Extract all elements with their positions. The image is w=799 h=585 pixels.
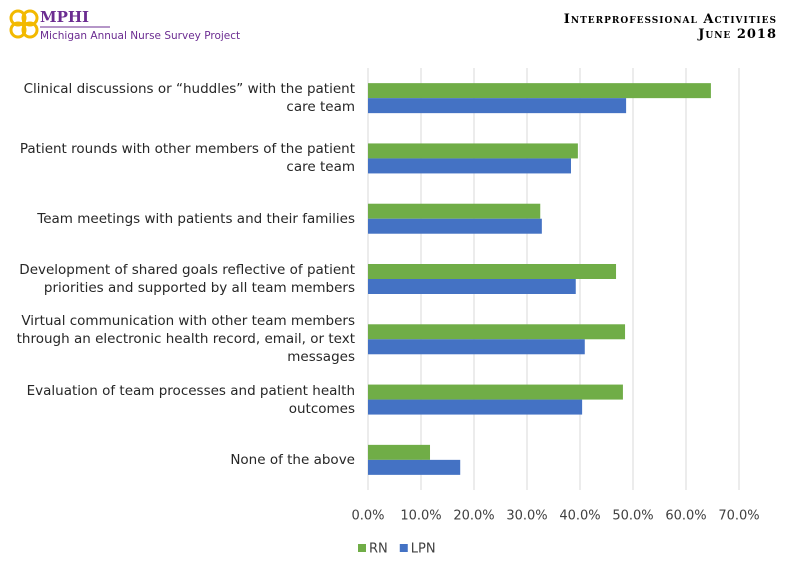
category-label: Clinical discussions or “huddles” with t… xyxy=(23,81,355,116)
bar xyxy=(368,264,617,279)
legend-label: RN xyxy=(369,542,388,557)
x-tick-label: 70.0% xyxy=(718,509,759,524)
logo-text: MPHI xyxy=(40,8,89,26)
x-tick-label: 60.0% xyxy=(665,509,706,524)
bar xyxy=(368,324,626,340)
project-name: Michigan Annual Nurse Survey Project xyxy=(40,30,240,42)
category-label: Patient rounds with other members of the… xyxy=(19,141,355,176)
bar xyxy=(368,143,578,159)
category-label: Team meetings with patients and their fa… xyxy=(37,210,355,227)
bar xyxy=(368,203,541,219)
bar xyxy=(368,384,623,400)
legend-swatch xyxy=(399,544,408,552)
x-tick-label: 10.0% xyxy=(400,509,441,524)
x-tick-label: 50.0% xyxy=(612,509,653,524)
legend-label: LPN xyxy=(411,542,436,557)
bar xyxy=(368,279,576,294)
bar xyxy=(368,83,711,99)
bar xyxy=(368,98,627,114)
bar xyxy=(368,399,583,415)
x-tick-label: 40.0% xyxy=(559,509,600,524)
x-tick-label: 20.0% xyxy=(453,509,494,524)
title: Interprofessional Activities xyxy=(563,12,777,27)
category-label: Development of shared goals reflective o… xyxy=(19,262,355,296)
legend-swatch xyxy=(358,544,366,552)
x-tick-label: 0.0% xyxy=(351,509,384,524)
x-tick-label: 30.0% xyxy=(506,509,547,524)
bar xyxy=(368,158,571,174)
bar xyxy=(368,218,542,234)
subtitle: June 2018 xyxy=(698,27,777,42)
bar xyxy=(368,444,431,460)
category-label: None of the above xyxy=(230,451,355,468)
bar xyxy=(368,339,585,355)
logo-icon xyxy=(9,9,39,39)
category-label: Virtual communication with other team me… xyxy=(16,313,355,366)
category-label: Evaluation of team processes and patient… xyxy=(26,382,355,417)
bar xyxy=(368,459,461,475)
